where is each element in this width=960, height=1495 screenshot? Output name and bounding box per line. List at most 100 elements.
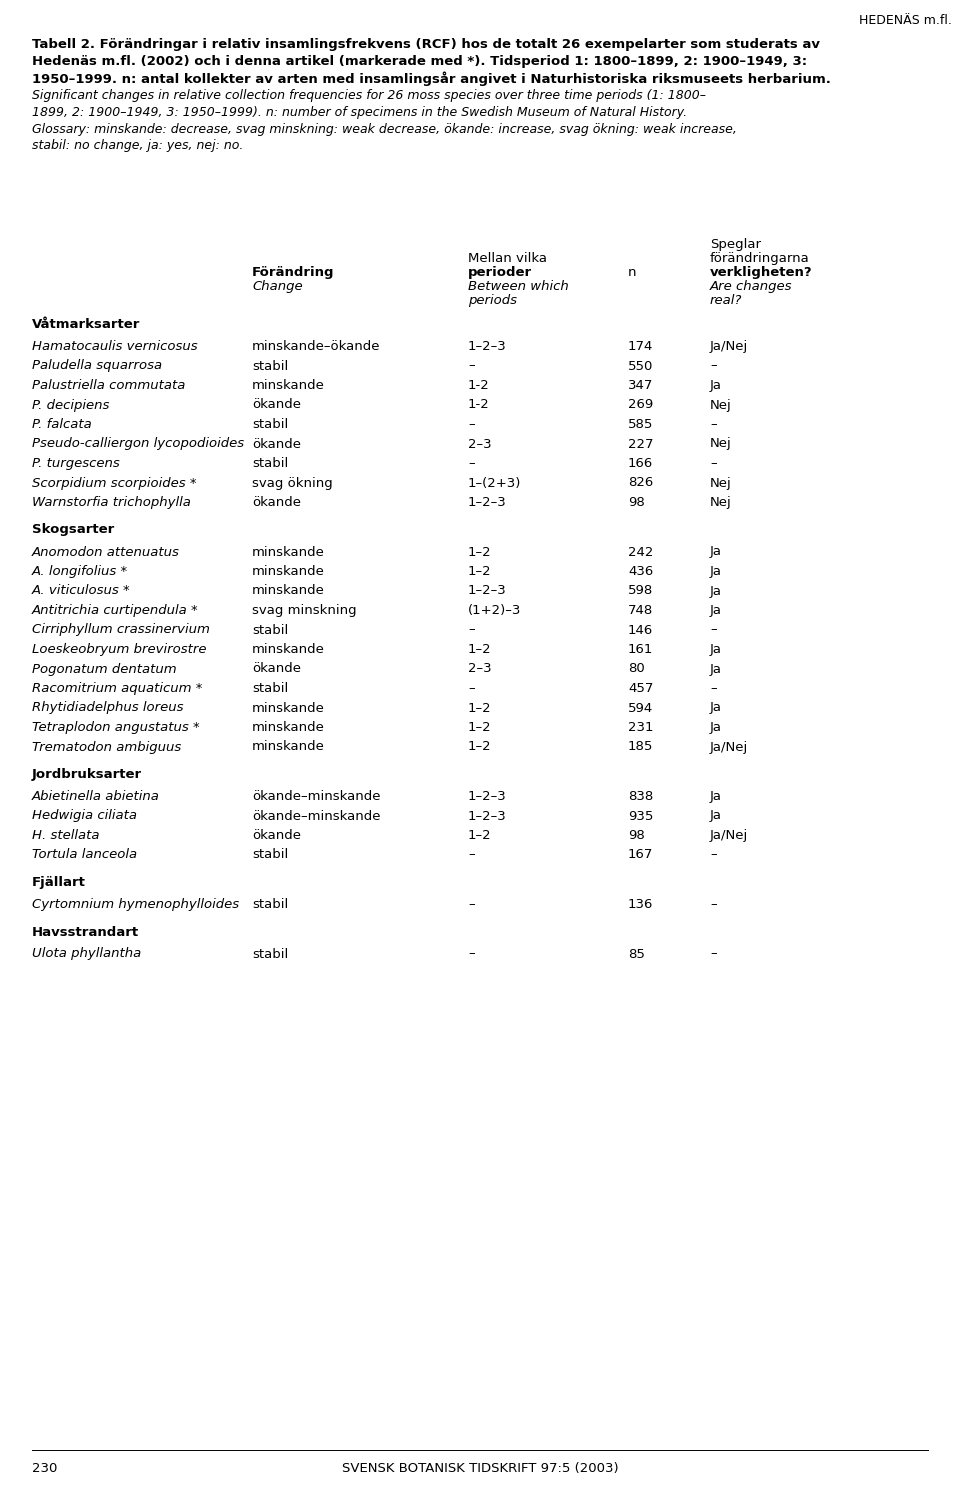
Text: minskande: minskande bbox=[252, 585, 324, 598]
Text: –: – bbox=[710, 682, 716, 695]
Text: Glossary: minskande: decrease, svag minskning: weak decrease, ökande: increase, : Glossary: minskande: decrease, svag mins… bbox=[32, 123, 737, 136]
Text: stabil: stabil bbox=[252, 623, 288, 637]
Text: 1950–1999. n: antal kollekter av arten med insamlingsår angivet i Naturhistorisk: 1950–1999. n: antal kollekter av arten m… bbox=[32, 70, 830, 85]
Text: 1–2–3: 1–2–3 bbox=[468, 496, 507, 508]
Text: ökande–minskande: ökande–minskande bbox=[252, 809, 380, 822]
Text: ökande: ökande bbox=[252, 496, 301, 508]
Text: 1899, 2: 1900–1949, 3: 1950–1999). n: number of specimens in the Swedish Museum : 1899, 2: 1900–1949, 3: 1950–1999). n: nu… bbox=[32, 106, 687, 120]
Text: Ja: Ja bbox=[710, 546, 722, 559]
Text: 1–2: 1–2 bbox=[468, 701, 492, 715]
Text: Nej: Nej bbox=[710, 438, 732, 450]
Text: ökande: ökande bbox=[252, 399, 301, 411]
Text: Nej: Nej bbox=[710, 477, 732, 489]
Text: 1–2: 1–2 bbox=[468, 830, 492, 842]
Text: 1–2: 1–2 bbox=[468, 643, 492, 656]
Text: ökande: ökande bbox=[252, 830, 301, 842]
Text: Hamatocaulis vernicosus: Hamatocaulis vernicosus bbox=[32, 339, 198, 353]
Text: 136: 136 bbox=[628, 898, 654, 910]
Text: 1–2: 1–2 bbox=[468, 546, 492, 559]
Text: Abietinella abietina: Abietinella abietina bbox=[32, 789, 160, 803]
Text: –: – bbox=[468, 457, 474, 469]
Text: Våtmarksarter: Våtmarksarter bbox=[32, 318, 140, 330]
Text: 550: 550 bbox=[628, 359, 654, 372]
Text: Ja/Nej: Ja/Nej bbox=[710, 339, 748, 353]
Text: förändringarna: förändringarna bbox=[710, 253, 809, 265]
Text: 838: 838 bbox=[628, 789, 653, 803]
Text: 1–2–3: 1–2–3 bbox=[468, 339, 507, 353]
Text: –: – bbox=[710, 948, 716, 960]
Text: minskande: minskande bbox=[252, 740, 324, 753]
Text: –: – bbox=[468, 898, 474, 910]
Text: ökande: ökande bbox=[252, 438, 301, 450]
Text: 1–2: 1–2 bbox=[468, 740, 492, 753]
Text: –: – bbox=[710, 849, 716, 861]
Text: 227: 227 bbox=[628, 438, 654, 450]
Text: Ja: Ja bbox=[710, 604, 722, 617]
Text: Warnstorfia trichophylla: Warnstorfia trichophylla bbox=[32, 496, 191, 508]
Text: Jordbruksarter: Jordbruksarter bbox=[32, 768, 142, 780]
Text: Tabell 2. Förändringar i relativ insamlingsfrekvens (RCF) hos de totalt 26 exemp: Tabell 2. Förändringar i relativ insamli… bbox=[32, 37, 820, 51]
Text: 436: 436 bbox=[628, 565, 653, 579]
Text: 269: 269 bbox=[628, 399, 653, 411]
Text: 1–2–3: 1–2–3 bbox=[468, 789, 507, 803]
Text: 2–3: 2–3 bbox=[468, 438, 492, 450]
Text: 598: 598 bbox=[628, 585, 653, 598]
Text: stabil: no change, ja: yes, nej: no.: stabil: no change, ja: yes, nej: no. bbox=[32, 139, 244, 152]
Text: –: – bbox=[710, 457, 716, 469]
Text: 166: 166 bbox=[628, 457, 653, 469]
Text: Ja: Ja bbox=[710, 380, 722, 392]
Text: 167: 167 bbox=[628, 849, 654, 861]
Text: real?: real? bbox=[710, 295, 742, 306]
Text: stabil: stabil bbox=[252, 948, 288, 960]
Text: Ja: Ja bbox=[710, 809, 722, 822]
Text: verkligheten?: verkligheten? bbox=[710, 266, 812, 280]
Text: A. viticulosus *: A. viticulosus * bbox=[32, 585, 131, 598]
Text: –: – bbox=[468, 419, 474, 431]
Text: A. longifolius *: A. longifolius * bbox=[32, 565, 128, 579]
Text: Förändring: Förändring bbox=[252, 266, 334, 280]
Text: 146: 146 bbox=[628, 623, 653, 637]
Text: –: – bbox=[468, 948, 474, 960]
Text: 2–3: 2–3 bbox=[468, 662, 492, 676]
Text: Hedenäs m.fl. (2002) och i denna artikel (markerade med *). Tidsperiod 1: 1800–1: Hedenäs m.fl. (2002) och i denna artikel… bbox=[32, 54, 807, 67]
Text: 826: 826 bbox=[628, 477, 653, 489]
Text: Cirriphyllum crassinervium: Cirriphyllum crassinervium bbox=[32, 623, 210, 637]
Text: Ja: Ja bbox=[710, 643, 722, 656]
Text: Anomodon attenuatus: Anomodon attenuatus bbox=[32, 546, 180, 559]
Text: –: – bbox=[710, 359, 716, 372]
Text: 185: 185 bbox=[628, 740, 654, 753]
Text: 935: 935 bbox=[628, 809, 654, 822]
Text: Between which: Between which bbox=[468, 280, 568, 293]
Text: 174: 174 bbox=[628, 339, 654, 353]
Text: Tortula lanceola: Tortula lanceola bbox=[32, 849, 137, 861]
Text: perioder: perioder bbox=[468, 266, 532, 280]
Text: stabil: stabil bbox=[252, 898, 288, 910]
Text: Fjällart: Fjällart bbox=[32, 876, 85, 890]
Text: –: – bbox=[468, 623, 474, 637]
Text: Skogsarter: Skogsarter bbox=[32, 523, 114, 537]
Text: Ja: Ja bbox=[710, 701, 722, 715]
Text: minskande: minskande bbox=[252, 565, 324, 579]
Text: Hedwigia ciliata: Hedwigia ciliata bbox=[32, 809, 137, 822]
Text: Are changes: Are changes bbox=[710, 280, 793, 293]
Text: P. decipiens: P. decipiens bbox=[32, 399, 109, 411]
Text: 80: 80 bbox=[628, 662, 645, 676]
Text: stabil: stabil bbox=[252, 682, 288, 695]
Text: ökande: ökande bbox=[252, 662, 301, 676]
Text: 161: 161 bbox=[628, 643, 654, 656]
Text: minskande: minskande bbox=[252, 721, 324, 734]
Text: Palustriella commutata: Palustriella commutata bbox=[32, 380, 185, 392]
Text: Tetraplodon angustatus *: Tetraplodon angustatus * bbox=[32, 721, 200, 734]
Text: P. turgescens: P. turgescens bbox=[32, 457, 120, 469]
Text: 85: 85 bbox=[628, 948, 645, 960]
Text: P. falcata: P. falcata bbox=[32, 419, 92, 431]
Text: 98: 98 bbox=[628, 496, 645, 508]
Text: Significant changes in relative collection frequencies for 26 moss species over : Significant changes in relative collecti… bbox=[32, 90, 706, 103]
Text: stabil: stabil bbox=[252, 849, 288, 861]
Text: HEDENÄS m.fl.: HEDENÄS m.fl. bbox=[859, 13, 952, 27]
Text: H. stellata: H. stellata bbox=[32, 830, 100, 842]
Text: Nej: Nej bbox=[710, 399, 732, 411]
Text: 1–(2+3): 1–(2+3) bbox=[468, 477, 521, 489]
Text: 1-2: 1-2 bbox=[468, 399, 490, 411]
Text: 1–2: 1–2 bbox=[468, 565, 492, 579]
